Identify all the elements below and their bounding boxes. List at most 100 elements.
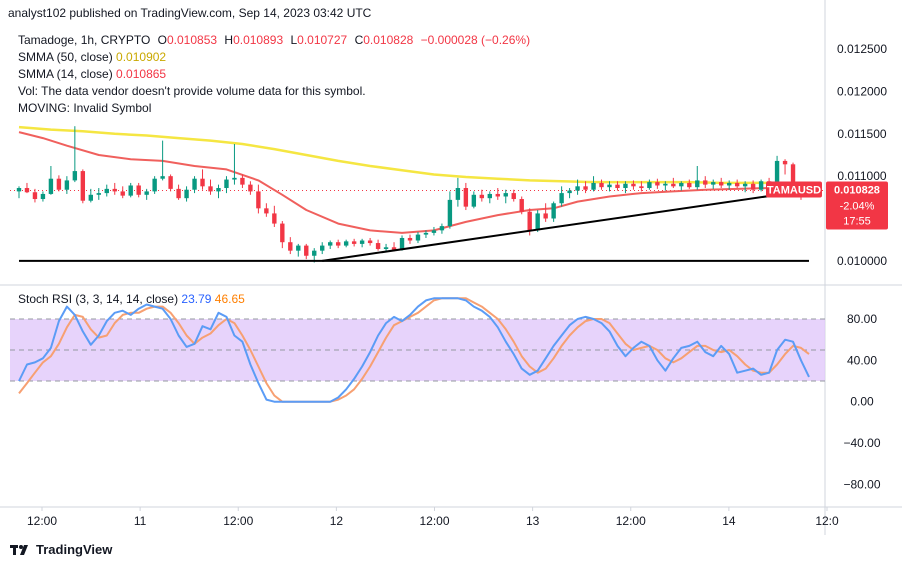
candle-body [304, 245, 309, 256]
candle-body [511, 193, 516, 200]
candle-body [144, 191, 149, 195]
candle-body [647, 182, 652, 189]
candle-body [750, 183, 756, 190]
candle-body [288, 242, 293, 251]
candle-body [184, 189, 189, 199]
candle-body [503, 193, 508, 197]
candle-body [703, 180, 708, 185]
candle-body [527, 211, 532, 231]
price-tick-label: 0.011500 [837, 127, 886, 141]
l-label: L [290, 33, 298, 47]
candle-body [160, 176, 165, 179]
smma14-value: 0.010865 [116, 67, 167, 81]
candle-body [40, 193, 46, 200]
candle-body [455, 188, 461, 200]
stoch-tick-label: −40.00 [843, 436, 880, 450]
candle-body [431, 230, 437, 233]
stoch-d-line [18, 297, 810, 403]
symbol-line: Tamadoge, 1h, CRYPTO [18, 33, 151, 47]
candle-body [631, 183, 636, 187]
vol-line: Vol: The data vendor doesn't provide vol… [18, 84, 366, 98]
candle-body [583, 186, 588, 190]
candle-body [272, 213, 277, 224]
footer-brand[interactable]: TradingView [10, 542, 112, 557]
tradingview-logo-icon [10, 544, 28, 555]
stoch-k-line [18, 297, 810, 403]
candle-body [726, 182, 732, 186]
candle-body [687, 182, 692, 188]
c-value: 0.010828 [363, 33, 414, 47]
stoch-label: Stoch RSI (3, 3, 14, 14, close) [18, 292, 179, 306]
candle-body [128, 185, 133, 196]
candle-body [639, 186, 644, 189]
price-tick-label: 0.012000 [837, 85, 887, 99]
candle-body [335, 242, 341, 246]
badge-price-bg [826, 181, 888, 230]
stoch-band [10, 318, 825, 382]
time-tick-label: 14 [722, 514, 736, 528]
axes: 0.012500 0.012000 0.011500 0.011000 0.010000… [27, 42, 887, 528]
badge-symbol-bg [766, 181, 822, 198]
smma14-line [18, 131, 810, 234]
candle-body [216, 188, 221, 192]
badge-symbol: TAMAUSD [767, 185, 821, 197]
stoch-tick-label: 40.00 [847, 353, 877, 367]
candle-body [734, 182, 740, 187]
candle-body [112, 188, 117, 192]
candle-body [80, 171, 86, 201]
time-tick-label: 12:00 [223, 514, 253, 528]
indicator-lines [18, 125, 810, 234]
candle-body [543, 213, 548, 219]
candle-body [367, 240, 373, 244]
candle-body [120, 191, 125, 196]
c-label: C [354, 33, 364, 47]
price-tick-label: 0.012500 [837, 42, 887, 56]
candle-body [48, 178, 54, 194]
candle-body [359, 240, 365, 244]
candle-body [328, 242, 333, 246]
smma50-value: 0.010902 [116, 50, 167, 64]
time-tick-label: 12:00 [27, 514, 57, 528]
candle-body [463, 188, 469, 207]
grid-lines [0, 0, 902, 535]
candle-body [607, 184, 612, 188]
candle-body [208, 186, 213, 192]
candle-body [72, 171, 78, 181]
candle-body [391, 247, 397, 250]
candle-body [711, 182, 716, 185]
badge-change: -2.04% [840, 201, 875, 213]
l-value: 0.010727 [297, 33, 348, 47]
candle-body [758, 181, 764, 190]
candle-body [495, 193, 500, 197]
stoch-d-value: 46.65 [214, 292, 245, 306]
candle-body [64, 180, 70, 190]
candle-body [88, 194, 94, 201]
candle-body [343, 241, 349, 246]
candle-body [479, 194, 485, 199]
candle-body [256, 191, 261, 209]
candle-body [200, 178, 205, 187]
candle-body [232, 177, 237, 180]
candle-body [399, 237, 405, 250]
badge-countdown: 17:55 [843, 216, 871, 228]
candle-body [375, 243, 381, 249]
candle-body [176, 188, 181, 199]
candle-body [192, 178, 197, 190]
time-tick-label: 13 [526, 514, 540, 528]
o-label: O [157, 33, 167, 47]
candle-body [559, 193, 564, 204]
footer-brand-text: TradingView [36, 542, 113, 557]
candle-body [774, 160, 780, 187]
candle-body [790, 164, 796, 185]
time-tick-label: 11 [134, 514, 147, 528]
candle-body [742, 183, 748, 187]
candle-body [264, 208, 269, 214]
candle-body [575, 186, 580, 191]
time-tick-label: 12:0 [815, 514, 839, 528]
candle-body [224, 179, 229, 189]
trendlines[interactable] [18, 190, 809, 262]
candle-body [782, 160, 788, 165]
candles [16, 126, 804, 263]
change-value: −0.000028 (−0.26%) [420, 33, 531, 47]
